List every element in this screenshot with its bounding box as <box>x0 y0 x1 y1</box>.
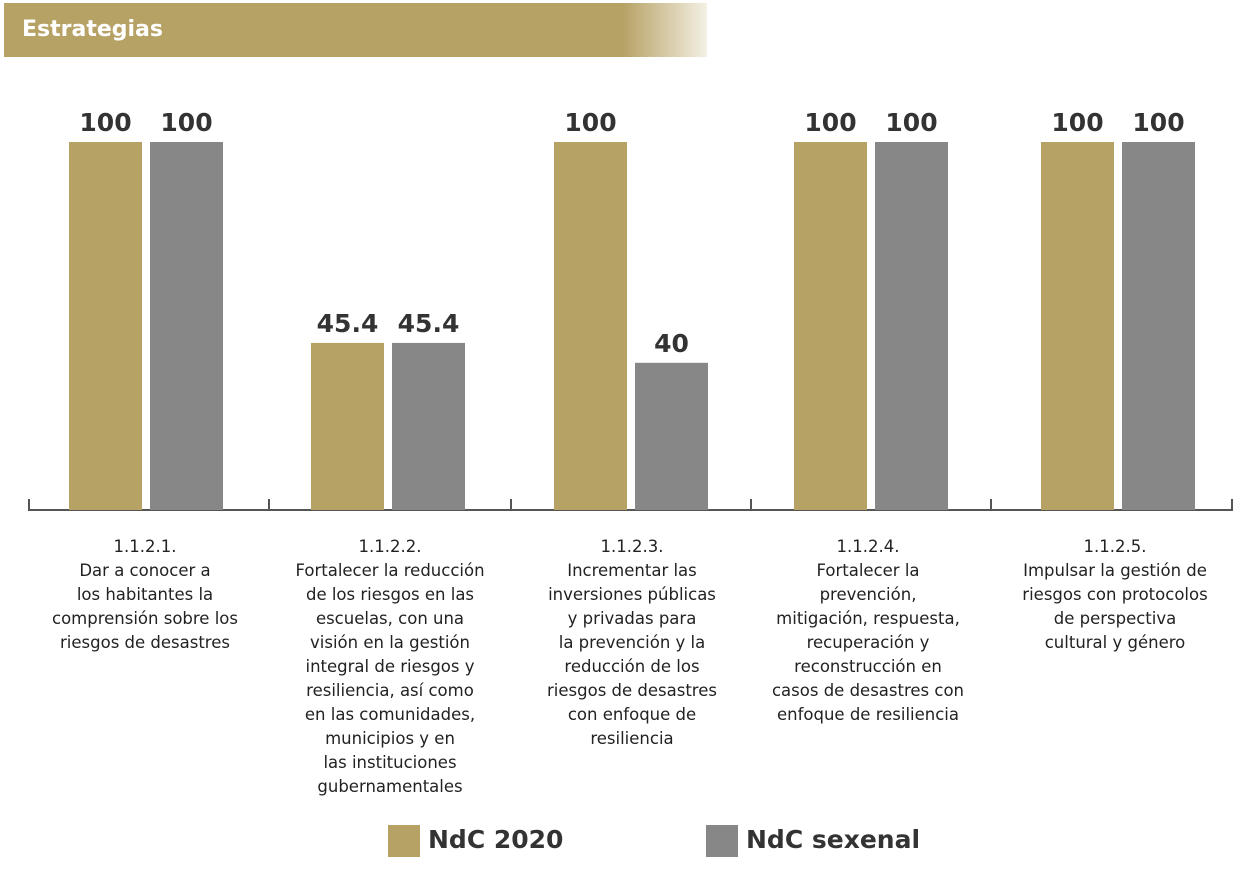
data-label-ndc-2020-4: 100 <box>804 108 856 137</box>
bar-ndc-sexenal-1 <box>150 142 223 510</box>
bar-ndc-2020-3 <box>554 142 627 510</box>
legend-swatch-ndc-sexenal <box>706 825 738 857</box>
legend-swatch-ndc-2020 <box>388 825 420 857</box>
bar-ndc-sexenal-3 <box>635 362 708 510</box>
bar-ndc-2020-4 <box>794 142 867 510</box>
data-label-ndc-2020-3: 100 <box>564 108 616 137</box>
bar-ndc-sexenal-4 <box>875 142 948 510</box>
data-label-ndc-sexenal-4: 100 <box>885 108 937 137</box>
bar-ndc-2020-1 <box>69 142 142 510</box>
header-band: Estrategias <box>4 3 707 57</box>
data-label-ndc-2020-5: 100 <box>1051 108 1103 137</box>
bar-ndc-2020-5 <box>1041 142 1114 510</box>
data-label-ndc-sexenal-3: 40 <box>654 329 689 358</box>
bar-ndc-2020-2 <box>311 342 384 510</box>
bar-ndc-sexenal-2 <box>392 342 465 510</box>
bar-ndc-sexenal-5 <box>1122 142 1195 510</box>
legend-label-ndc-2020: NdC 2020 <box>428 825 564 854</box>
category-label-3: 1.1.2.3. Incrementar las inversiones púb… <box>547 537 717 748</box>
page-title: Estrategias <box>22 17 164 42</box>
data-label-ndc-sexenal-5: 100 <box>1132 108 1184 137</box>
category-label-1: 1.1.2.1. Dar a conocer a los habitantes … <box>52 537 238 652</box>
data-label-ndc-sexenal-2: 45.4 <box>398 309 460 338</box>
data-label-ndc-2020-1: 100 <box>79 108 131 137</box>
category-label-5: 1.1.2.5. Impulsar la gestión de riesgos … <box>1022 537 1208 652</box>
data-label-ndc-2020-2: 45.4 <box>317 309 379 338</box>
category-label-4: 1.1.2.4. Fortalecer la prevención, mitig… <box>771 537 965 724</box>
legend-label-ndc-sexenal: NdC sexenal <box>746 825 921 854</box>
category-label-2: 1.1.2.2. Fortalecer la reducción de los … <box>295 537 485 796</box>
data-label-ndc-sexenal-1: 100 <box>160 108 212 137</box>
